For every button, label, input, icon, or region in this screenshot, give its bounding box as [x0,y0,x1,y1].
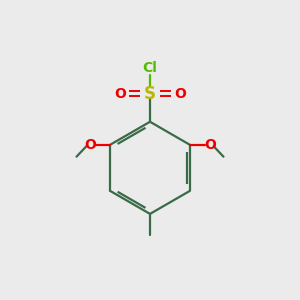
Text: O: O [174,86,186,100]
Text: O: O [204,138,216,152]
Text: O: O [84,138,96,152]
Text: O: O [114,86,126,100]
Text: S: S [144,85,156,103]
Text: Cl: Cl [142,61,158,75]
